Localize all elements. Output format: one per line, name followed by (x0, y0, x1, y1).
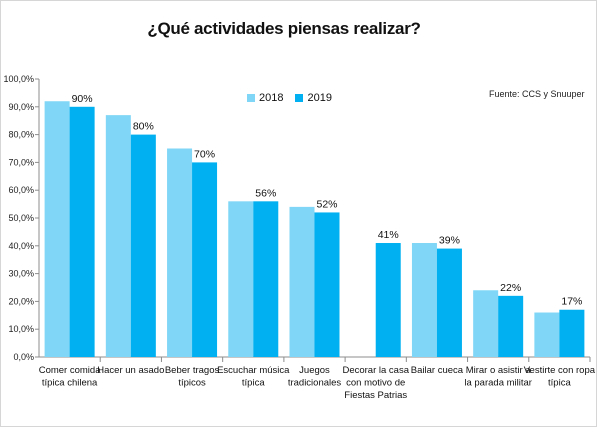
chart-title: ¿Qué actividades piensas realizar? (147, 19, 421, 38)
category-label: Beber tragos típicos (165, 365, 220, 389)
y-tick-label: 10,0% (8, 324, 34, 334)
category-label-line: Mirar o asistir a (466, 365, 532, 376)
category-label: Juegos tradicionales (288, 365, 342, 389)
y-tick-label: 20,0% (8, 296, 34, 306)
data-label: 70% (194, 148, 215, 160)
data-label: 52% (316, 198, 337, 210)
category-label: Vestirte con ropa típica (524, 365, 596, 389)
category-label-line: típica (242, 378, 265, 389)
bar-2019 (69, 106, 95, 357)
bar-2018 (44, 101, 70, 358)
y-tick-label: 50,0% (8, 213, 34, 223)
y-tick-label: 30,0% (8, 269, 34, 279)
category-label-line: tradicionales (288, 378, 342, 389)
data-label: 39% (439, 235, 460, 247)
y-tick-label: 80,0% (8, 130, 34, 140)
y-tick-label: 40,0% (8, 241, 34, 251)
category-label-line: Vestirte con ropa (524, 365, 596, 376)
category-label: Escuchar música típica (217, 365, 290, 389)
y-tick-label: 90,0% (8, 102, 34, 112)
category-label: Comer comida típica chilena (39, 365, 101, 389)
bar-2018 (228, 201, 254, 357)
data-label: 22% (500, 282, 521, 294)
category-label-line: Escuchar música (217, 365, 290, 376)
category-label-line: típica (548, 378, 571, 389)
bar-2018 (411, 243, 437, 357)
category-label: Hacer un asado (97, 365, 164, 376)
legend: 2018 2019 (247, 92, 344, 104)
y-tick-label: 60,0% (8, 185, 34, 195)
legend-label-2018: 2018 (259, 92, 284, 104)
category-label-line: con motivo de (346, 378, 405, 389)
legend-item-2019: 2019 (295, 92, 332, 104)
category-label-line: Fiestas Patrias (344, 390, 407, 401)
category-label: Bailar cueca (411, 365, 464, 376)
category-label-line: Beber tragos (165, 365, 220, 376)
data-label: 80% (133, 121, 154, 133)
y-tick-label: 0,0% (13, 352, 34, 362)
category-label: Mirar o asistir a la parada militar (464, 365, 532, 389)
bar-2018 (534, 312, 560, 357)
legend-label-2019: 2019 (307, 92, 332, 104)
legend-swatch-2019 (295, 94, 304, 102)
bar-2018 (473, 290, 499, 357)
category-label-line: típica chilena (42, 378, 98, 389)
y-tick-label: 70,0% (8, 157, 34, 167)
bar-2019 (314, 212, 340, 357)
data-label: 41% (378, 229, 399, 241)
legend-item-2018: 2018 (247, 92, 283, 104)
category-label-line: típicos (178, 378, 206, 389)
category-label-line: Juegos (299, 365, 330, 376)
bar-2019 (498, 295, 524, 357)
category-label: Decorar la casa con motivo de Fiestas Patr… (342, 365, 409, 401)
bar-2019 (192, 162, 218, 357)
bar-2018 (105, 115, 131, 357)
y-tick-label: 100,0% (3, 74, 34, 84)
category-label-line: Decorar la casa (342, 365, 409, 376)
category-label-line: la parada militar (464, 378, 532, 389)
category-label-line: Bailar cueca (411, 365, 464, 376)
bar-2018 (167, 148, 193, 357)
bar-2019 (559, 309, 585, 357)
data-label: 56% (255, 187, 276, 199)
bar-2018 (289, 206, 315, 357)
bar-2019 (253, 201, 279, 357)
legend-swatch-2018 (247, 94, 255, 102)
category-label-line: Comer comida (39, 365, 101, 376)
bar-2019 (130, 134, 156, 357)
bar-2019 (436, 248, 462, 357)
data-label: 17% (561, 296, 582, 308)
category-label-line: Hacer un asado (97, 365, 164, 376)
bar-2019 (375, 243, 401, 357)
source-note: Fuente: CCS y Snuuper (489, 89, 585, 99)
data-label: 90% (72, 93, 93, 105)
